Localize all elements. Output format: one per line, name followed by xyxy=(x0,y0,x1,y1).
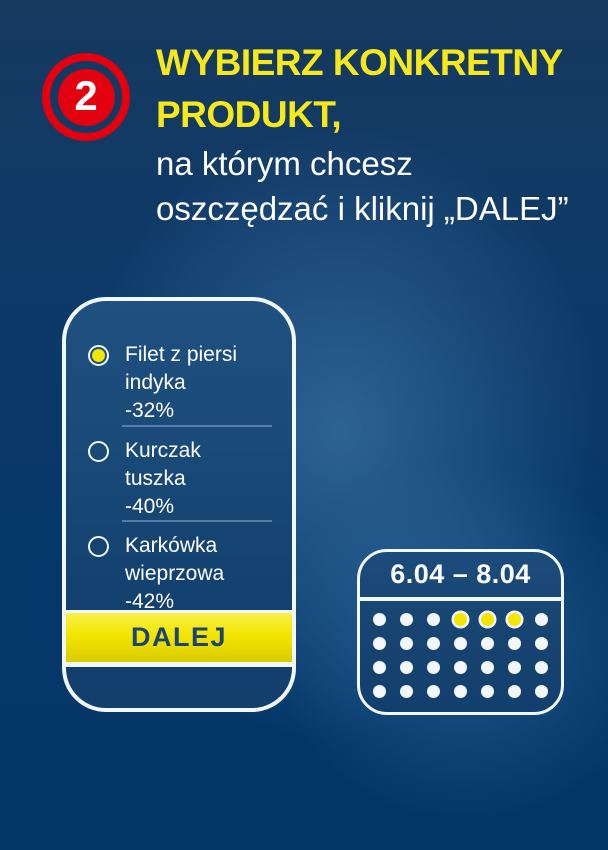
calendar-dot xyxy=(508,636,521,650)
calendar-dot-row xyxy=(373,661,548,675)
radio-dot xyxy=(92,349,105,362)
product-option-label: wieprzowa xyxy=(125,562,225,585)
product-option[interactable]: Kurczak tuszka -40% xyxy=(88,437,201,521)
calendar-dot xyxy=(427,636,440,650)
calendar-dot xyxy=(427,685,440,699)
calendar-dot xyxy=(535,661,548,675)
calendar-dot xyxy=(535,636,548,650)
option-divider xyxy=(122,520,272,522)
calendar-dot xyxy=(400,636,413,650)
product-option[interactable]: Filet z piersi indyka -32% xyxy=(88,341,237,425)
step-number: 2 xyxy=(74,71,98,119)
calendar-dot xyxy=(508,661,521,675)
calendar-dot xyxy=(481,636,494,650)
calendar-dot xyxy=(400,661,413,675)
calendar-dot xyxy=(373,636,386,650)
dalej-button[interactable]: DALEJ xyxy=(66,613,292,662)
calendar-dot xyxy=(508,685,521,699)
radio-icon[interactable] xyxy=(88,441,109,462)
calendar-dot-row xyxy=(373,685,548,699)
option-divider xyxy=(122,425,272,427)
radio-selected-icon[interactable] xyxy=(88,345,109,366)
screen-divider-top xyxy=(66,610,292,613)
step-badge-circle: 2 xyxy=(57,68,115,126)
product-option-discount: -32% xyxy=(125,399,175,422)
calendar-dot xyxy=(481,661,494,675)
calendar-dot-grid xyxy=(360,601,561,711)
calendar-dot xyxy=(454,661,467,675)
heading-block: WYBIERZ KONKRETNY PRODUKT, na którym chc… xyxy=(156,37,569,231)
calendar-dot-row xyxy=(373,612,548,626)
phone-mockup: Filet z piersi indyka -32% Kurczak tuszka -40… xyxy=(62,297,296,712)
calendar-dot-row xyxy=(373,636,548,650)
product-option-label: Karkówka xyxy=(125,534,218,557)
product-option-discount: -40% xyxy=(125,495,175,518)
calendar-dot xyxy=(481,685,494,699)
product-option-text: Kurczak tuszka -40% xyxy=(125,437,201,521)
calendar-dot xyxy=(400,685,413,699)
calendar-dot xyxy=(454,636,467,650)
product-option-text: Filet z piersi indyka -32% xyxy=(125,341,237,425)
calendar-highlight-dot xyxy=(481,612,494,626)
step-badge: 2 xyxy=(42,53,130,141)
heading-line-1: WYBIERZ KONKRETNY xyxy=(156,42,563,83)
calendar-dot xyxy=(427,612,440,626)
calendar-dot xyxy=(535,685,548,699)
product-option-text: Karkówka wieprzowa -42% xyxy=(125,532,224,616)
calendar-dot xyxy=(400,612,413,626)
heading-line-4: oszczędzać i kliknij „DALEJ” xyxy=(156,190,569,227)
calendar-dot xyxy=(373,685,386,699)
radio-icon[interactable] xyxy=(88,536,109,557)
screen-divider-bottom xyxy=(66,662,292,667)
heading-line-3: na którym chcesz xyxy=(156,145,413,182)
product-option-label: tuszka xyxy=(125,467,186,490)
calendar-card: 6.04 – 8.04 xyxy=(357,549,564,715)
calendar-dot xyxy=(373,661,386,675)
calendar-dot xyxy=(427,661,440,675)
calendar-divider xyxy=(360,597,561,601)
heading-line-2: PRODUKT, xyxy=(156,94,342,135)
calendar-dot xyxy=(373,612,386,626)
product-option-label: indyka xyxy=(125,371,186,394)
product-option-label: Kurczak xyxy=(125,439,201,462)
calendar-dot xyxy=(454,685,467,699)
calendar-dot xyxy=(535,612,548,626)
product-option[interactable]: Karkówka wieprzowa -42% xyxy=(88,532,224,616)
product-option-discount: -42% xyxy=(125,590,175,613)
calendar-highlight-dot xyxy=(508,612,521,626)
calendar-highlight-dot xyxy=(454,612,467,626)
product-option-label: Filet z piersi xyxy=(125,343,238,366)
calendar-date-range: 6.04 – 8.04 xyxy=(390,559,531,589)
